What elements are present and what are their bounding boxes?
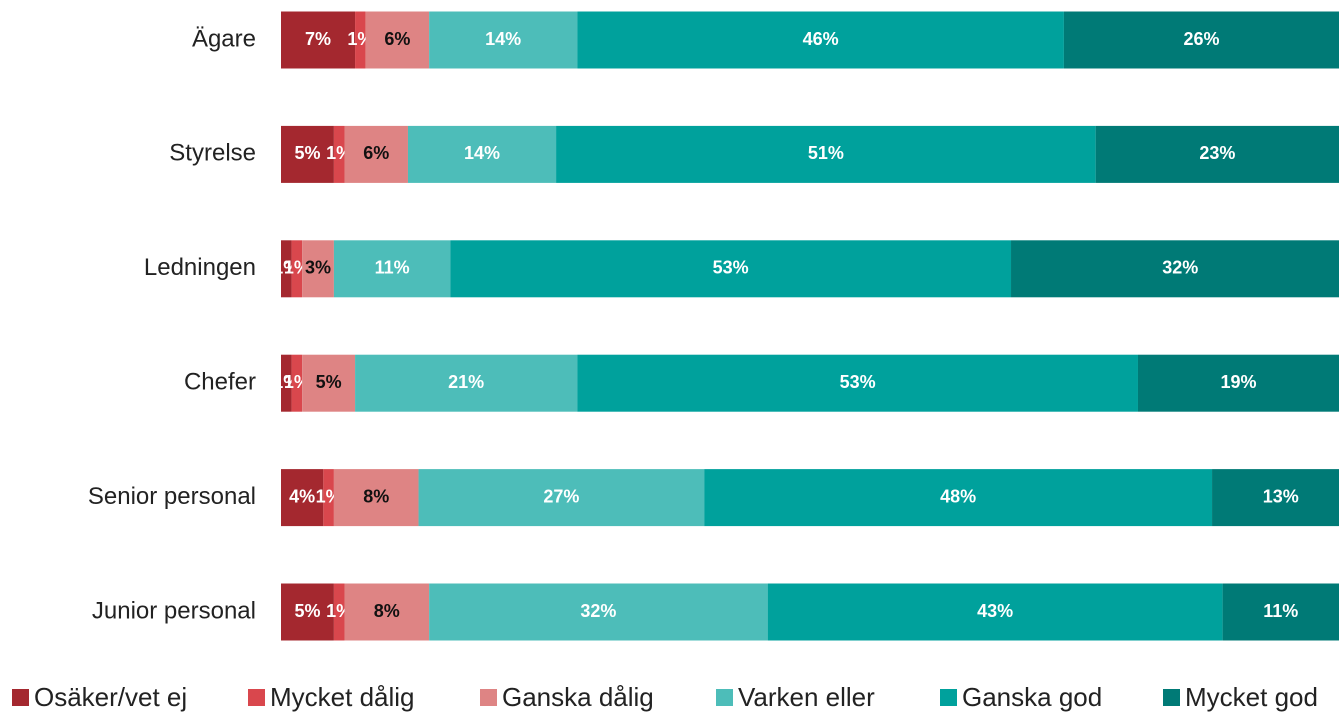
data-label: 5% [294, 143, 320, 163]
bar-segment [767, 583, 1223, 641]
bar-segment [355, 354, 578, 412]
bar-segment [1063, 11, 1339, 69]
bar-segment [355, 11, 366, 69]
bar-segment [333, 469, 419, 527]
data-label: 26% [1183, 29, 1219, 49]
legend-swatch [716, 689, 733, 706]
category-label: Ägare [192, 25, 256, 52]
data-label: 11% [1263, 601, 1298, 621]
legend-swatch [940, 689, 957, 706]
data-label: 8% [363, 486, 389, 506]
bar-segment [281, 583, 334, 641]
data-label: 14% [485, 29, 521, 49]
data-label: 5% [316, 372, 342, 392]
category-label: Ledningen [144, 254, 256, 281]
bar-segment [333, 125, 345, 183]
legend-swatch [1163, 689, 1180, 706]
bar-segment [429, 11, 578, 69]
bar-segment [1212, 469, 1339, 527]
legend-swatch [12, 689, 29, 706]
legend-label: Osäker/vet ej [34, 682, 187, 712]
bar-segment [291, 240, 303, 298]
legend-label: Mycket god [1185, 682, 1318, 712]
data-label: 3% [305, 258, 331, 278]
bar-segment [1011, 240, 1339, 298]
data-label: 6% [384, 29, 410, 49]
category-label: Chefer [184, 369, 256, 396]
bar-segment [704, 469, 1213, 527]
data-label: 53% [713, 258, 749, 278]
bar-segment [365, 11, 430, 69]
bar-segment [281, 354, 292, 412]
bar-segment [302, 240, 334, 298]
data-label: 5% [294, 601, 320, 621]
bar-segment [1095, 125, 1339, 183]
data-label: 13% [1263, 486, 1299, 506]
data-label: 53% [840, 372, 876, 392]
data-label: 51% [808, 143, 844, 163]
data-label: 6% [363, 143, 389, 163]
bar-segment [1222, 583, 1339, 641]
legend-swatch [248, 689, 265, 706]
bar-segment [429, 583, 768, 641]
data-label: 21% [448, 372, 484, 392]
category-label: Styrelse [169, 140, 256, 167]
data-label: 46% [803, 29, 839, 49]
bar-segment [281, 240, 292, 298]
legend-swatch [480, 689, 497, 706]
bar-segment [577, 11, 1064, 69]
bar-segment [333, 240, 451, 298]
bar-segment [418, 469, 705, 527]
data-label: 8% [374, 601, 400, 621]
legend-label: Ganska dålig [502, 682, 654, 712]
data-label: 27% [543, 486, 579, 506]
category-label: Junior personal [92, 597, 256, 624]
data-label: 48% [940, 486, 976, 506]
bar-segment [281, 125, 334, 183]
data-label: 43% [977, 601, 1013, 621]
data-label: 4% [289, 486, 315, 506]
legend-label: Mycket dålig [270, 682, 415, 712]
bar-segment [291, 354, 303, 412]
data-label: 19% [1220, 372, 1256, 392]
bar-segment [344, 125, 408, 183]
bar-segment [302, 354, 356, 412]
legend-label: Varken eller [738, 682, 875, 712]
bar-segment [407, 125, 557, 183]
bar-segment [281, 11, 356, 69]
bar-segment [344, 583, 430, 641]
data-label: 14% [464, 143, 500, 163]
data-label: 7% [305, 29, 331, 49]
category-label: Senior personal [88, 483, 256, 510]
bar-segment [281, 469, 324, 527]
data-label: 23% [1199, 143, 1235, 163]
bar-segment [556, 125, 1096, 183]
bar-segment [577, 354, 1138, 412]
bar-segment [1137, 354, 1339, 412]
bar-segment [323, 469, 334, 527]
legend-label: Ganska god [962, 682, 1102, 712]
data-label: 32% [580, 601, 616, 621]
data-label: 11% [375, 258, 410, 278]
bar-segment [333, 583, 345, 641]
bar-segment [450, 240, 1012, 298]
data-label: 32% [1162, 258, 1198, 278]
